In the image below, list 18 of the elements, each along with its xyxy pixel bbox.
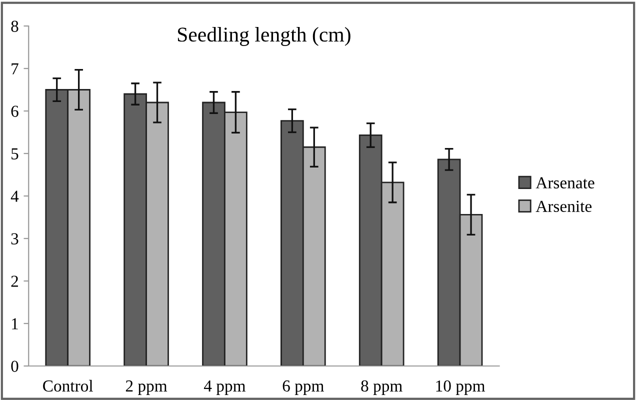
x-tick-label: 6 ppm <box>282 380 324 396</box>
y-tick-label: 4 <box>10 190 19 202</box>
x-tick-label: 4 ppm <box>204 380 246 396</box>
y-tick-label: 7 <box>12 63 18 74</box>
y-tick-label: 5 <box>12 148 18 160</box>
y-tick-label: 3 <box>11 233 18 244</box>
y-tick-label: 8 <box>11 20 18 32</box>
x-tick-label: 2 ppm <box>126 380 168 396</box>
y-tick-label: 6 <box>11 106 18 117</box>
x-tick-label: 8 ppm <box>361 380 402 396</box>
y-tick-label: 2 <box>11 276 18 287</box>
y-tick-label: 0 <box>11 360 18 372</box>
x-tick-label: 10 ppm <box>436 380 486 396</box>
legend-label: Arsenate <box>536 177 594 188</box>
y-tick-label: 1 <box>12 318 18 330</box>
legend-label: Arsenite <box>536 200 592 212</box>
x-tick-label: Control <box>43 380 93 392</box>
chart-title: Seedling length (cm) <box>178 27 350 46</box>
